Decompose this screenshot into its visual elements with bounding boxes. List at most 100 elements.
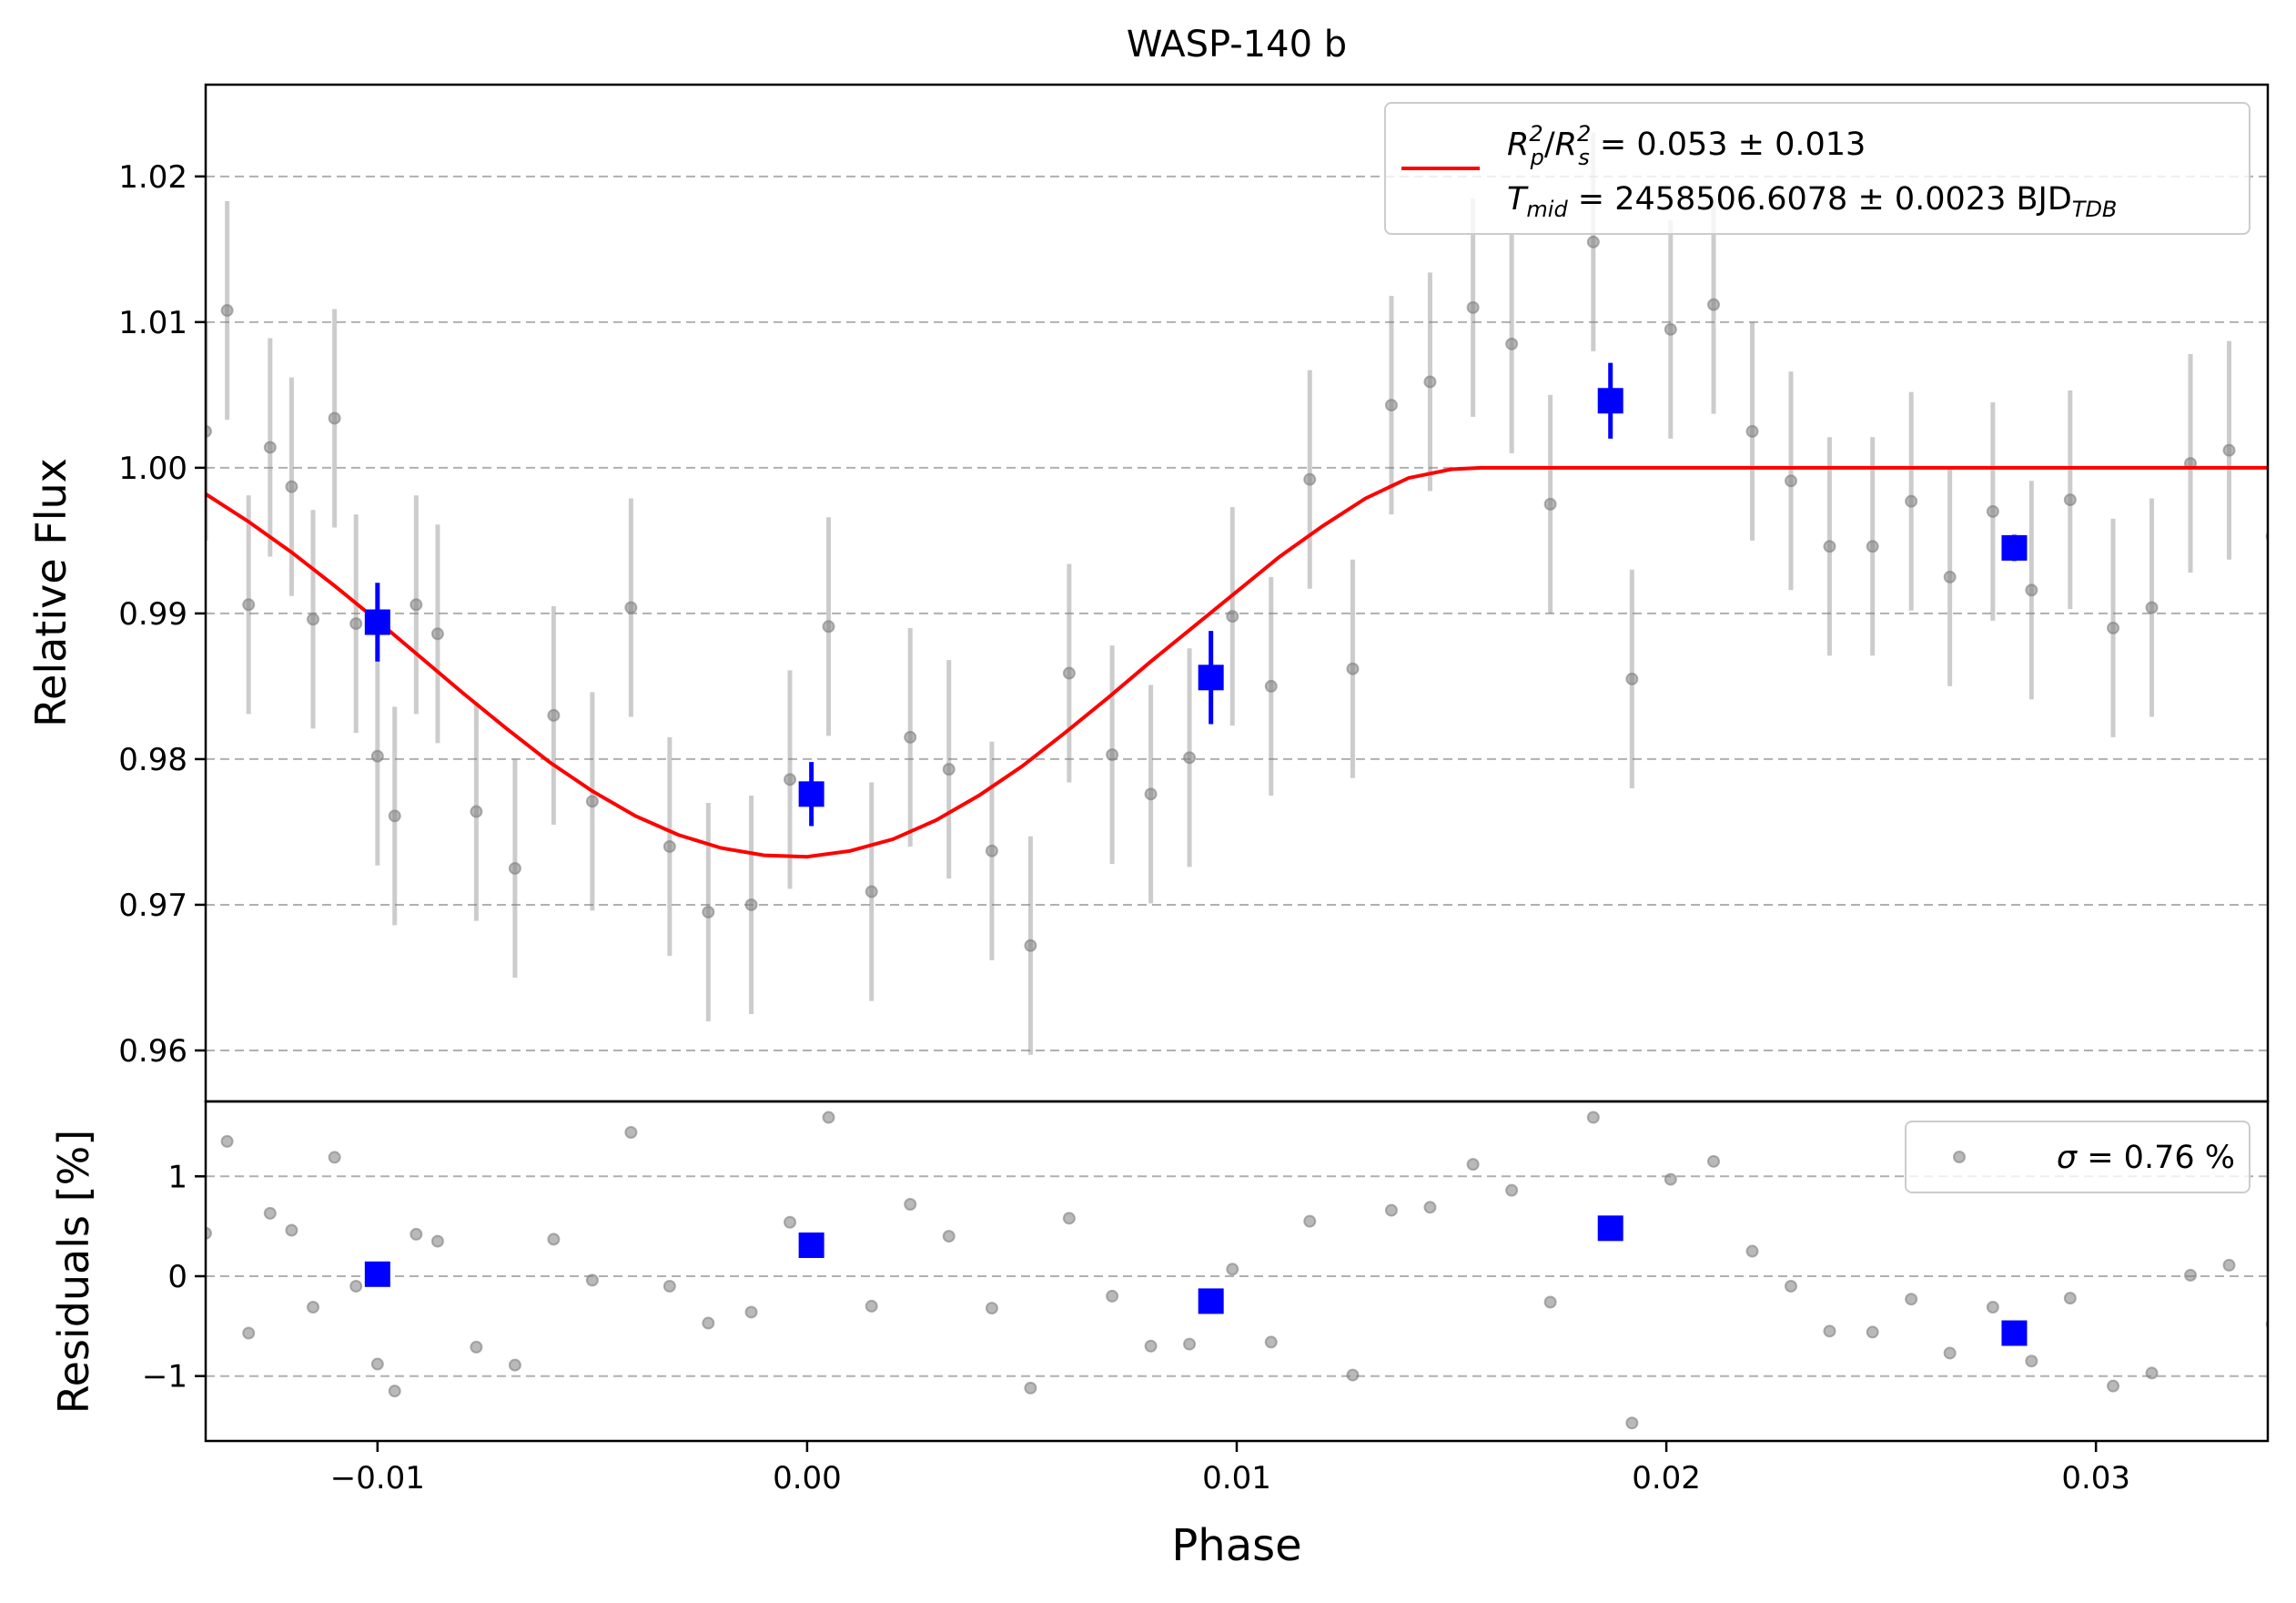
binned-point xyxy=(2001,534,2028,561)
residual-point xyxy=(624,1126,638,1140)
raw-point xyxy=(388,809,401,823)
residual-point xyxy=(1625,1416,1639,1430)
raw-point xyxy=(285,480,298,493)
x-axis-label: Phase xyxy=(1171,1520,1301,1571)
residual-point xyxy=(1226,1263,1239,1276)
residual-point xyxy=(307,1300,320,1314)
residual-point xyxy=(2025,1354,2038,1368)
residual-point xyxy=(2145,1366,2159,1380)
residual-point xyxy=(508,1358,521,1372)
raw-point xyxy=(1423,375,1437,389)
residual-point xyxy=(1423,1201,1437,1214)
raw-point xyxy=(865,885,878,898)
binned-point xyxy=(1198,665,1224,691)
raw-point xyxy=(1745,424,1759,438)
raw-point xyxy=(1625,672,1639,685)
legend-rp-rs: R2 p/R2 s = 0.053 ± 0.013 xyxy=(1507,121,1866,170)
raw-point xyxy=(1226,610,1239,624)
xtick-label: 0.00 xyxy=(773,1460,842,1496)
xtick-label: 0.02 xyxy=(1632,1460,1701,1496)
binned-residual-point xyxy=(364,1261,390,1287)
bottom-grid xyxy=(206,1175,2268,1377)
legend-residual-marker xyxy=(1953,1151,1966,1163)
top-raw-errorbars xyxy=(206,132,2232,1055)
residual-point xyxy=(388,1385,401,1398)
residual-point xyxy=(1303,1214,1317,1228)
bottom-axes-frame xyxy=(204,1100,2270,1443)
legend-tmid: Tmid = 2458506.6078 ± 0.0023 BJDTDB xyxy=(1507,181,2117,222)
top-legend: R2 p/R2 s = 0.053 ± 0.013 Tmid = 2458506.6… xyxy=(1384,102,2250,235)
raw-point xyxy=(206,424,212,438)
residual-point xyxy=(784,1215,797,1229)
top-ytick-label: 0.97 xyxy=(118,888,187,924)
raw-point xyxy=(1784,474,1797,488)
raw-point xyxy=(349,617,363,631)
top-ytick-label: 0.99 xyxy=(118,596,187,633)
bottom-legend-box xyxy=(1905,1121,2250,1193)
raw-point xyxy=(1144,787,1158,801)
raw-point xyxy=(242,598,256,612)
raw-point xyxy=(822,620,835,634)
raw-point xyxy=(508,861,521,875)
residual-point xyxy=(1866,1325,1879,1339)
raw-point xyxy=(2063,493,2077,507)
residual-point xyxy=(285,1223,298,1237)
raw-point xyxy=(2222,443,2236,457)
bottom-binned-points xyxy=(364,1215,2028,1346)
residual-point xyxy=(865,1299,878,1313)
raw-point xyxy=(430,627,444,641)
raw-point xyxy=(1866,540,1879,553)
raw-point xyxy=(1586,235,1600,249)
raw-point xyxy=(585,795,599,808)
residual-point xyxy=(206,1226,212,1240)
raw-point xyxy=(1106,748,1119,762)
residual-point xyxy=(702,1316,715,1330)
residual-point xyxy=(2184,1268,2198,1282)
residual-point xyxy=(1943,1346,1957,1360)
residual-point xyxy=(1505,1183,1519,1197)
residual-point xyxy=(585,1273,599,1287)
residual-point xyxy=(242,1326,256,1340)
residual-point xyxy=(1823,1324,1836,1338)
raw-point xyxy=(1707,298,1721,311)
binned-residual-point xyxy=(1597,1215,1623,1242)
raw-point xyxy=(328,411,341,425)
raw-point xyxy=(1466,300,1480,314)
raw-point xyxy=(1505,337,1519,350)
xtick-label: 0.01 xyxy=(1202,1460,1271,1496)
residual-point xyxy=(1346,1368,1360,1382)
xtick-label: −0.01 xyxy=(330,1460,425,1496)
residual-point xyxy=(904,1197,917,1211)
raw-point xyxy=(410,598,423,612)
residual-point xyxy=(1707,1154,1721,1168)
binned-residual-point xyxy=(1198,1288,1224,1314)
top-binned-points xyxy=(364,388,2028,807)
raw-point xyxy=(624,601,638,614)
residual-point xyxy=(1905,1293,1918,1306)
residual-point xyxy=(1466,1158,1480,1172)
residual-point xyxy=(430,1234,444,1248)
raw-point xyxy=(547,708,561,722)
bottom-ytick-label: 1 xyxy=(167,1159,187,1195)
residual-point xyxy=(1062,1212,1076,1225)
top-ytick-label: 1.00 xyxy=(118,451,187,487)
raw-point xyxy=(1943,570,1957,583)
residual-point xyxy=(2063,1292,2077,1305)
residual-point xyxy=(470,1340,483,1354)
raw-point xyxy=(1062,666,1076,680)
residual-point xyxy=(1264,1335,1278,1349)
xtick-label: 0.03 xyxy=(2061,1460,2130,1496)
top-raw-points xyxy=(206,235,2268,952)
binned-residual-point xyxy=(2001,1320,2028,1346)
binned-point xyxy=(364,609,390,635)
legend-sigma: σ = 0.76 % xyxy=(2057,1140,2235,1176)
raw-point xyxy=(1303,472,1317,486)
residual-point xyxy=(1144,1339,1158,1353)
residual-point xyxy=(1106,1289,1119,1303)
residual-point xyxy=(663,1279,676,1293)
residual-point xyxy=(1745,1244,1759,1258)
raw-point xyxy=(1024,938,1037,952)
raw-point xyxy=(784,773,797,786)
binned-point xyxy=(798,781,824,807)
bottom-ytick-label: 0 xyxy=(167,1259,187,1295)
